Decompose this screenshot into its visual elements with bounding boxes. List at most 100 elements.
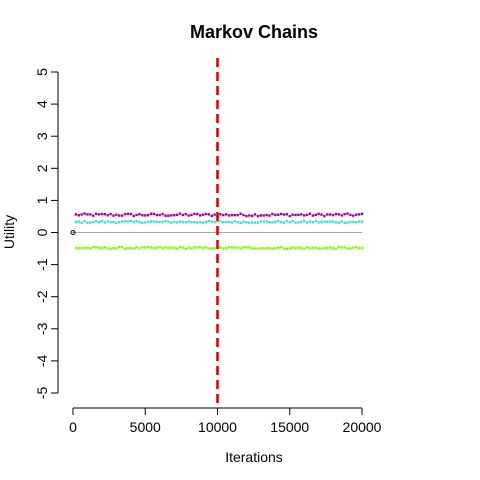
chain-point (343, 246, 346, 249)
chain-point (126, 220, 130, 223)
chain-point (158, 213, 161, 217)
chain-point (112, 246, 115, 250)
chain-point (346, 221, 349, 224)
chain-point (329, 246, 332, 249)
chain-series-2 (74, 219, 364, 225)
chain-point (92, 245, 95, 249)
chain-point (250, 214, 254, 217)
chain-point (262, 247, 265, 250)
chain-point (317, 221, 320, 224)
chain-point (115, 246, 118, 250)
chain-point (158, 220, 161, 224)
chain-point (331, 246, 335, 250)
chain-point (308, 220, 312, 223)
chain-point (317, 247, 320, 250)
chain-point (201, 213, 205, 216)
chain-point (355, 245, 358, 249)
chain-point (184, 212, 187, 216)
plot-area (70, 58, 364, 408)
chain-point (297, 246, 300, 249)
chain-point (164, 214, 167, 217)
chain-point (236, 221, 239, 224)
chain-point (227, 246, 231, 249)
chain-point (262, 220, 265, 223)
chain-point (230, 221, 234, 224)
chain-point (352, 220, 355, 224)
chain-point (259, 220, 263, 223)
chain-point (181, 220, 185, 224)
chain-point (230, 213, 234, 217)
chain-point (115, 221, 118, 225)
chain-point (109, 212, 112, 216)
chain-point (167, 246, 170, 249)
chain-point (213, 247, 216, 250)
chain-point (285, 219, 289, 223)
chain-point (242, 246, 245, 249)
chain-point (268, 214, 271, 217)
chain-point (340, 214, 343, 217)
chain-point (282, 213, 286, 216)
x-tick-label: 20000 (343, 419, 382, 435)
chain-point (303, 219, 306, 223)
chain-point (112, 214, 115, 217)
chain-point (193, 212, 196, 216)
chain-point (193, 220, 196, 224)
chain-point (190, 213, 193, 217)
chain-point (129, 246, 132, 250)
chain-point (305, 213, 309, 217)
chain-point (187, 220, 190, 223)
initial-point-center (72, 231, 74, 234)
chain-point (224, 220, 228, 224)
y-tick-label: -2 (34, 290, 50, 303)
chain-point (144, 221, 147, 224)
chain-point (222, 221, 225, 224)
chain-point (248, 214, 251, 217)
chain-point (196, 212, 199, 216)
chain-point (80, 221, 83, 224)
chain-point (248, 221, 251, 224)
chain-point (103, 221, 106, 224)
chain-point (204, 220, 208, 224)
chain-point (308, 212, 312, 215)
chain-point (308, 246, 312, 250)
chain-point (360, 246, 364, 250)
y-tick-label: 0 (34, 228, 50, 236)
chain-point (170, 246, 173, 249)
chain-point (259, 247, 263, 250)
chain-point (213, 220, 216, 224)
chain-point (337, 221, 341, 224)
chain-point (184, 221, 187, 224)
chain-point (227, 220, 231, 224)
chain-point (152, 212, 156, 216)
chain-point (355, 213, 358, 216)
chain-point (129, 219, 132, 223)
chain-point (268, 220, 271, 224)
chain-point (83, 246, 86, 250)
chain-point (311, 246, 315, 249)
chain-point (184, 247, 187, 251)
chain-point (282, 247, 286, 250)
chain-point (175, 213, 179, 217)
chain-point (100, 220, 104, 223)
chain-point (141, 221, 144, 225)
chain-point (152, 246, 156, 250)
chain-point (158, 245, 161, 249)
chain-point (175, 221, 179, 224)
chain-point (346, 212, 349, 215)
chain-point (210, 214, 213, 218)
chain-point (357, 246, 361, 250)
chain-series-3 (74, 245, 364, 251)
chain-point (326, 220, 329, 224)
chain-point (274, 247, 277, 250)
chain-point (297, 213, 300, 217)
chain-point (320, 247, 323, 250)
chain-point (360, 212, 364, 216)
chain-point (132, 247, 135, 250)
chain-point (97, 221, 101, 224)
chain-point (343, 212, 346, 216)
chain-point (190, 247, 193, 250)
chain-point (253, 221, 257, 224)
x-axis: 0 5000 10000 15000 20000 (69, 407, 382, 435)
chain-point (172, 213, 176, 217)
chain-point (207, 247, 211, 250)
